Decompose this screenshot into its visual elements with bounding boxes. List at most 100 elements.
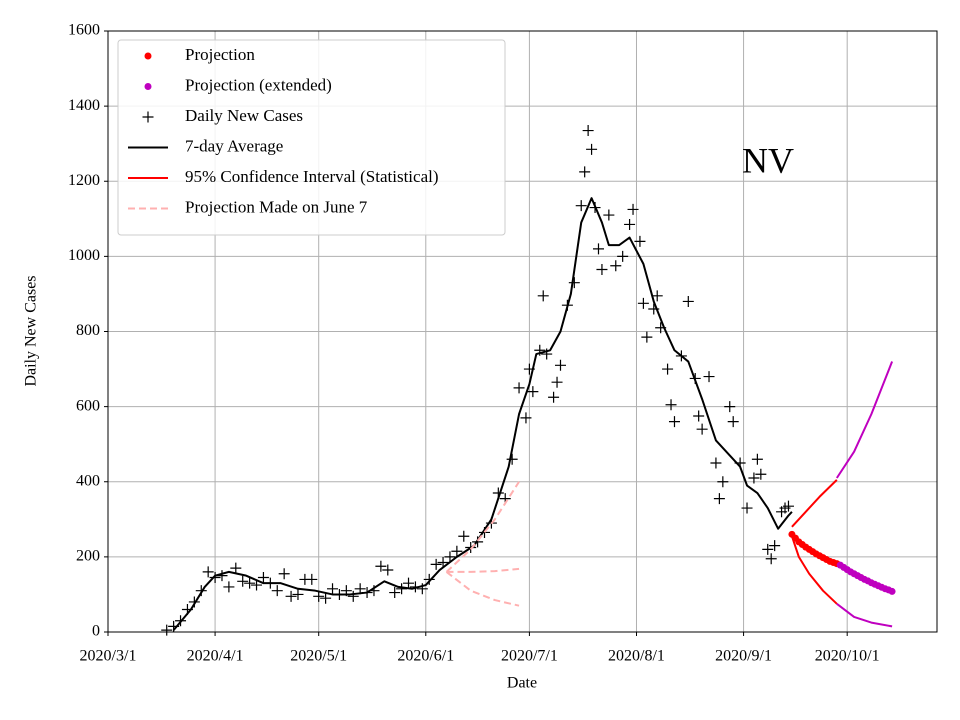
case-point — [682, 295, 694, 307]
case-point — [637, 297, 649, 309]
case-point — [230, 562, 242, 574]
y-tick-label: 400 — [76, 472, 100, 489]
case-point — [662, 363, 674, 375]
case-point — [389, 587, 401, 599]
legend-marker — [144, 83, 152, 90]
case-point — [285, 590, 297, 602]
case-point — [651, 290, 663, 302]
case-point — [161, 624, 173, 636]
case-point — [527, 386, 539, 398]
case-point — [403, 577, 415, 589]
series-line — [172, 197, 793, 631]
case-point — [617, 250, 629, 262]
marks — [161, 125, 896, 636]
case-point — [696, 423, 708, 435]
case-point — [762, 543, 774, 555]
legend-label: 95% Confidence Interval (Statistical) — [185, 167, 439, 186]
case-point — [244, 577, 256, 589]
case-point — [444, 551, 456, 563]
case-point — [568, 277, 580, 289]
case-point — [741, 502, 753, 514]
series-line — [835, 361, 894, 479]
case-point — [382, 564, 394, 576]
case-point — [257, 572, 269, 584]
case-point — [710, 457, 722, 469]
legend-label: Daily New Cases — [185, 106, 303, 125]
legend-label: Projection — [185, 45, 255, 64]
dashed-line — [445, 571, 520, 607]
case-point — [665, 399, 677, 411]
dashed-line — [445, 481, 520, 573]
case-point — [575, 200, 587, 212]
y-tick-label: 600 — [76, 397, 100, 414]
y-tick-label: 1600 — [68, 22, 100, 39]
case-point — [713, 493, 725, 505]
x-tick-label: 2020/3/1 — [80, 648, 137, 665]
case-point — [251, 579, 263, 591]
case-point — [313, 590, 325, 602]
legend: Projection Projection (extended) Daily New… — [117, 39, 506, 236]
legend-label: Projection (extended) — [185, 75, 332, 94]
case-point — [306, 573, 318, 585]
case-point — [603, 209, 615, 221]
case-point — [506, 453, 518, 465]
case-point — [223, 581, 235, 593]
case-point — [554, 359, 566, 371]
case-point — [641, 331, 653, 343]
case-point — [755, 468, 767, 480]
x-tick-label: 2020/4/1 — [187, 648, 244, 665]
legend-box — [117, 39, 506, 236]
case-point — [782, 500, 794, 512]
axes: 0 200 400 600 800 1000 1200 1400 1600 2020/3/1 202… — [68, 22, 880, 665]
case-point — [237, 575, 249, 587]
x-tick-label: 2020/10/1 — [815, 648, 880, 665]
x-axis-label: Date — [507, 675, 537, 692]
case-point — [548, 391, 560, 403]
case-point — [451, 545, 463, 557]
case-point — [430, 558, 442, 570]
legend-marker — [142, 111, 154, 123]
case-point — [582, 125, 594, 137]
series-line — [836, 603, 893, 628]
case-point — [724, 401, 736, 413]
y-tick-label: 200 — [76, 548, 100, 565]
y-tick-label: 0 — [92, 623, 100, 640]
case-point — [634, 235, 646, 247]
case-point — [513, 382, 525, 394]
case-point — [423, 573, 435, 585]
x-tick-label: 2020/6/1 — [397, 648, 454, 665]
case-point — [668, 416, 680, 428]
case-point — [551, 376, 563, 388]
x-tick-label: 2020/7/1 — [501, 648, 558, 665]
series-line — [790, 535, 838, 605]
case-point — [627, 203, 639, 215]
case-point — [537, 290, 549, 302]
y-tick-label: 1200 — [68, 172, 100, 189]
case-point — [520, 412, 532, 424]
case-point — [458, 530, 470, 542]
case-point — [693, 410, 705, 422]
case-point — [202, 566, 214, 578]
x-tick-label: 2020/8/1 — [608, 648, 665, 665]
case-point — [751, 453, 763, 465]
case-point — [703, 371, 715, 383]
legend-marker — [144, 52, 152, 60]
case-point — [624, 218, 636, 230]
case-point — [717, 476, 729, 488]
case-point — [610, 260, 622, 272]
legend-label: Projection Made on June 7 — [185, 197, 368, 216]
x-tick-label: 2020/9/1 — [715, 648, 772, 665]
case-point — [292, 588, 304, 600]
case-point — [586, 143, 598, 155]
x-tick-label: 2020/5/1 — [290, 648, 347, 665]
case-point — [765, 553, 777, 565]
series-line — [791, 479, 838, 528]
y-tick-label: 1000 — [68, 247, 100, 264]
case-point — [209, 572, 221, 584]
case-point — [769, 540, 781, 552]
annotation: NV — [742, 140, 794, 180]
case-point — [320, 592, 332, 604]
y-axis-label: Daily New Cases — [23, 275, 40, 386]
case-point — [727, 416, 739, 428]
